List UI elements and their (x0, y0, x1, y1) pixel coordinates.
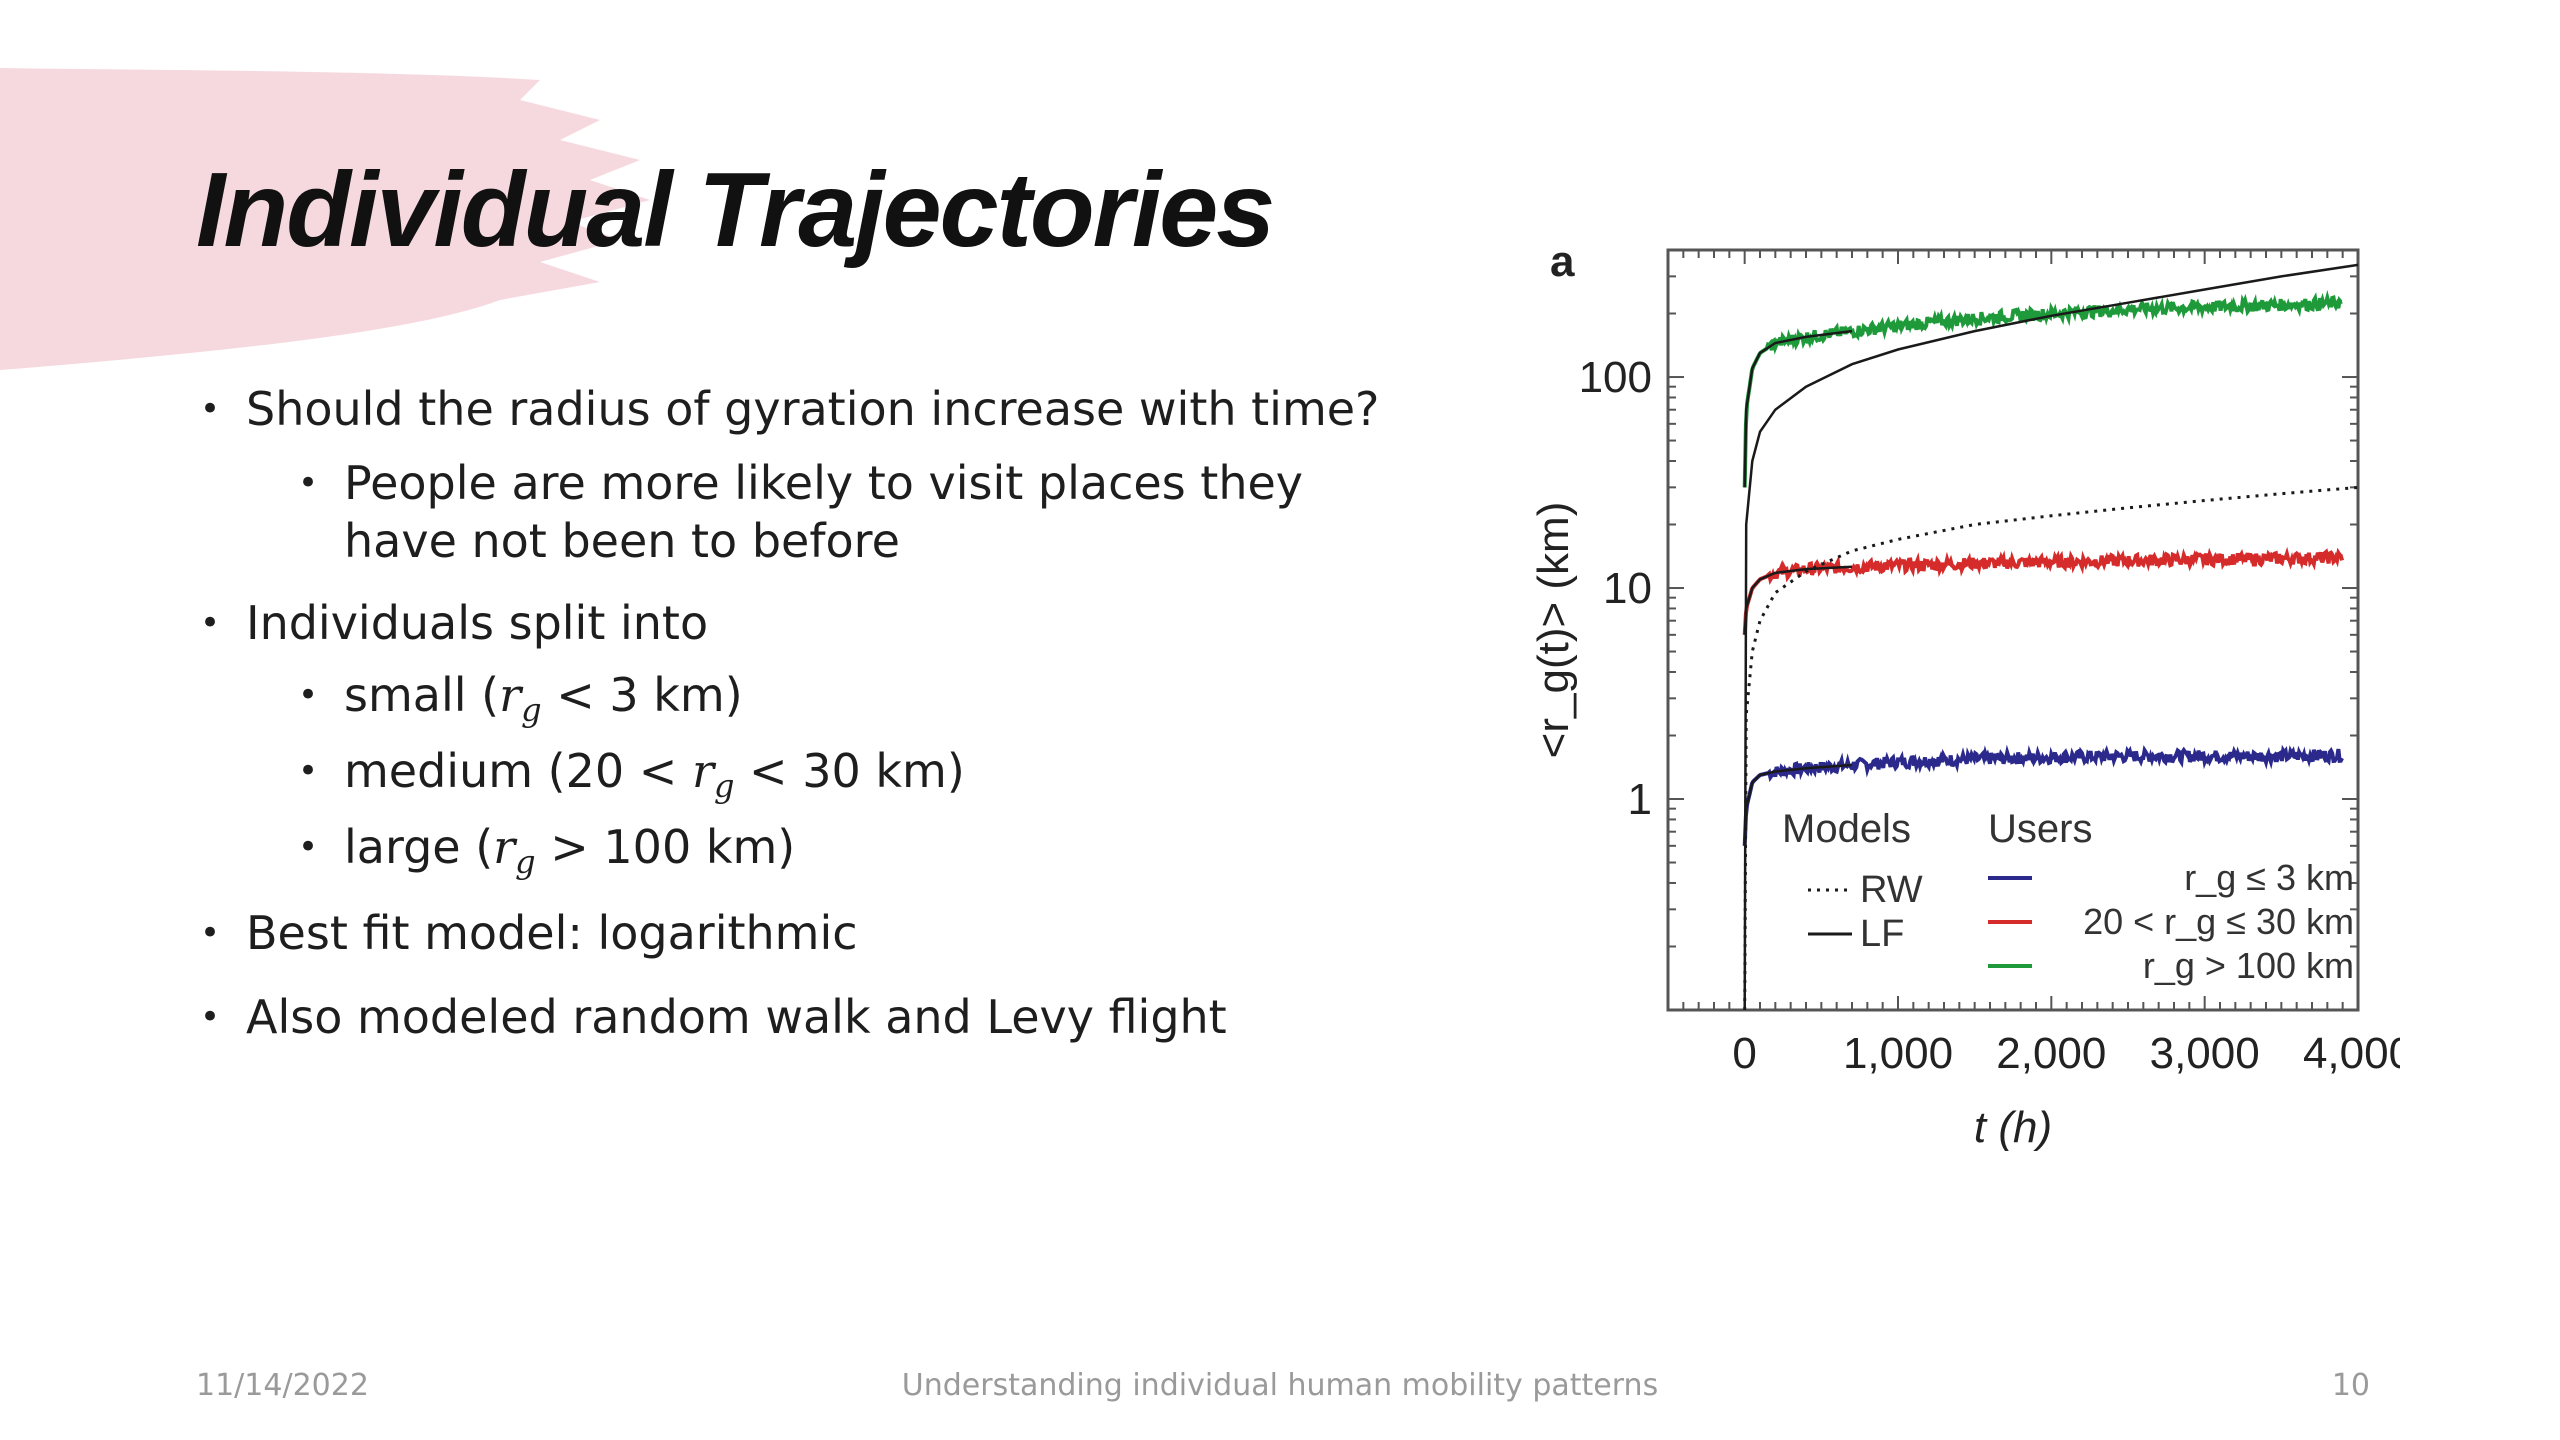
footer-title: Understanding individual human mobility … (901, 1368, 1659, 1403)
legend-users-title: Users (1988, 807, 2092, 851)
legend-user-label: 20 < r_g ≤ 30 km (2083, 901, 2354, 942)
y-axis-label: <r_g(t)> (km) (1529, 502, 1578, 759)
large-prefix: large ( (344, 820, 494, 874)
bullet-radius-question: Should the radius of gyration increase w… (200, 380, 1446, 438)
y-tick-label: 10 (1603, 564, 1652, 613)
small-prefix: small ( (344, 668, 500, 722)
model-line (1743, 763, 1853, 846)
legend-models-title: Models (1782, 807, 1911, 851)
x-tick-label: 0 (1732, 1029, 1756, 1078)
series-line (1742, 546, 2345, 635)
large-suffix: > 100 km) (535, 820, 796, 874)
small-suffix: < 3 km) (541, 668, 743, 722)
x-tick-label: 4,000 (2303, 1029, 2400, 1078)
large-rg: rg (493, 820, 535, 878)
small-rg-var: r (499, 668, 522, 722)
radius-of-gyration-chart: 0 1,000 2,000 3,000 4,000 1 10 100 t (h) <r_g(t)>… (1529, 237, 2400, 1152)
medium-suffix: < 30 km) (734, 744, 965, 798)
footer-page-number: 10 (2331, 1368, 2370, 1403)
model-line (1743, 263, 2359, 1011)
y-tick-label: 1 (1628, 775, 1652, 824)
bullet-best-fit: Best fit model: logarithmic (200, 904, 1446, 962)
small-rg-sub: g (521, 691, 542, 729)
slide-title: Individual Trajectories (196, 151, 1275, 269)
bullet-visit-new-places-text: People are more likely to visit places t… (344, 456, 1303, 568)
large-rg-sub: g (515, 843, 536, 881)
x-tick-label: 2,000 (1996, 1029, 2106, 1078)
medium-rg-sub: g (713, 767, 735, 805)
x-tick-label: 1,000 (1843, 1029, 1953, 1078)
panel-label: a (1550, 237, 1575, 286)
bullet-large: large (rg > 100 km) (298, 818, 1446, 878)
series-line (1742, 289, 2343, 488)
bullet-small: small (rg < 3 km) (298, 666, 1446, 726)
bullet-list: Should the radius of gyration increase w… (196, 380, 1446, 1046)
y-tick-label: 100 (1579, 353, 1652, 402)
bullet-individuals-split: Individuals split into (200, 594, 1446, 652)
x-axis-label: t (h) (1974, 1103, 2052, 1152)
legend-user-label: r_g ≤ 3 km (2184, 857, 2354, 898)
legend-model-label: LF (1860, 913, 1904, 955)
bullet-visit-new-places: People are more likely to visit places t… (298, 454, 1344, 570)
legend-model-label: RW (1860, 869, 1923, 911)
medium-rg: rg (691, 744, 734, 802)
model-line (1743, 485, 2359, 1011)
plot-frame (1666, 248, 2360, 1012)
large-rg-var: r (493, 820, 516, 874)
small-rg: rg (499, 668, 541, 726)
medium-rg-var: r (691, 744, 714, 798)
footer-date: 11/14/2022 (196, 1368, 369, 1403)
model-line (1743, 329, 1853, 488)
pink-brush-stroke (0, 68, 650, 370)
bullet-medium: medium (20 < rg < 30 km) (298, 742, 1446, 802)
legend-user-label: r_g > 100 km (2143, 945, 2354, 986)
model-line (1743, 565, 1853, 635)
bullet-modeled: Also modeled random walk and Levy flight (200, 988, 1446, 1046)
medium-prefix: medium (20 < (344, 744, 692, 798)
x-tick-label: 3,000 (2150, 1029, 2260, 1078)
